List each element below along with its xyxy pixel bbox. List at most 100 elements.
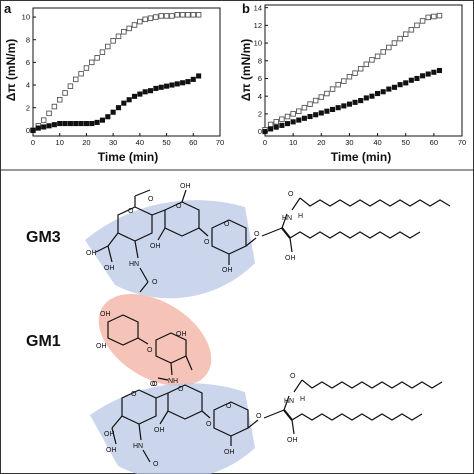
plot-frame xyxy=(32,7,221,137)
sphingosine-chain xyxy=(291,413,423,421)
y-tick-label: 14 xyxy=(254,3,262,12)
filled-square-point xyxy=(169,82,175,88)
y-tick-label: 6 xyxy=(26,58,30,67)
filled-square-point xyxy=(307,113,313,120)
atom-nh: NH xyxy=(168,378,178,385)
filled-square-point xyxy=(352,99,358,105)
atom-oh: OH xyxy=(180,183,191,190)
filled-square-point xyxy=(268,126,274,132)
filled-square-point xyxy=(164,83,170,89)
filled-square-point xyxy=(386,86,392,92)
open-square-point xyxy=(431,13,437,20)
filled-square-point xyxy=(425,71,431,77)
open-square-point xyxy=(363,61,370,68)
atom-o: O xyxy=(290,373,296,380)
filled-square-point xyxy=(62,120,68,127)
y-tick-label: 2 xyxy=(26,103,30,112)
open-square-point xyxy=(312,97,319,104)
x-tick-label: 30 xyxy=(345,138,353,147)
gm3-label: GM3 xyxy=(26,229,61,246)
sphingosine-chain xyxy=(289,231,421,239)
filled-square-point xyxy=(436,67,443,74)
x-tick-label: 50 xyxy=(162,138,170,147)
filled-square-point xyxy=(126,97,132,103)
filled-square-point xyxy=(284,121,291,127)
open-square-point xyxy=(301,104,308,111)
open-square-point xyxy=(324,90,330,97)
x-tick-label: 40 xyxy=(373,138,381,147)
open-square-point xyxy=(369,57,375,63)
atom-o: O xyxy=(256,413,262,420)
atom-o: O xyxy=(128,208,134,215)
open-square-point xyxy=(436,12,443,19)
filled-square-point xyxy=(57,120,63,127)
x-tick-label: 50 xyxy=(402,138,410,147)
open-square-point xyxy=(273,119,280,125)
open-square-point xyxy=(414,22,420,29)
fatty-acid-chain xyxy=(299,197,451,207)
open-square-point xyxy=(190,12,197,18)
filled-square-point xyxy=(67,120,73,127)
atom-o: O xyxy=(131,391,137,398)
x-tick-label: 60 xyxy=(189,138,197,147)
open-square-point xyxy=(115,33,122,40)
open-square-point xyxy=(142,16,148,23)
x-tick-label: 10 xyxy=(289,138,297,147)
filled-square-point xyxy=(158,84,164,90)
filled-square-point xyxy=(185,79,191,85)
filled-square-point xyxy=(324,108,330,114)
atom-oh: OH xyxy=(287,437,298,444)
open-square-point xyxy=(341,78,347,84)
atom-hn: HN xyxy=(284,398,294,405)
atom-o: O xyxy=(148,196,154,203)
filled-square-point xyxy=(273,124,279,130)
y-tick-label: 6 xyxy=(258,74,262,83)
open-square-point xyxy=(425,14,431,21)
atom-o: O xyxy=(153,461,159,468)
gm3-structure: GM3 O O OH OH HN O O OH OH O O OH O xyxy=(26,183,451,299)
filled-square-point xyxy=(115,105,122,111)
open-square-point xyxy=(163,13,170,19)
atom-o: O xyxy=(226,403,232,410)
atom-h: H xyxy=(300,396,305,403)
atom-oh: OH xyxy=(285,255,296,262)
open-square-point xyxy=(158,13,164,19)
filled-square-point xyxy=(89,120,95,127)
x-tick-label: 30 xyxy=(109,138,117,147)
filled-square-point xyxy=(190,76,196,82)
y-tick-label: 4 xyxy=(258,92,262,101)
open-square-point xyxy=(402,31,409,37)
filled-square-point xyxy=(341,103,347,109)
x-tick-label: 70 xyxy=(216,138,224,147)
open-square-point xyxy=(110,38,116,44)
filled-square-point xyxy=(363,95,369,101)
open-square-point xyxy=(419,18,426,24)
open-square-point xyxy=(397,35,403,42)
atom-o: O xyxy=(147,347,153,354)
filled-square-point xyxy=(30,127,36,133)
atom-oh: OH xyxy=(100,311,111,318)
filled-square-point xyxy=(318,110,324,116)
y-tick-label: 12 xyxy=(254,21,262,30)
filled-square-point xyxy=(262,129,268,135)
filled-square-point xyxy=(380,89,386,95)
open-square-point xyxy=(284,113,291,120)
atom-o: O xyxy=(178,386,184,393)
atom-o: O xyxy=(254,231,260,238)
open-square-point xyxy=(131,22,138,28)
open-square-point xyxy=(185,12,191,18)
gm1-label: GM1 xyxy=(26,333,61,350)
y-tick-label: 2 xyxy=(258,109,262,118)
open-square-point xyxy=(296,108,302,114)
open-square-point xyxy=(380,49,386,55)
open-square-point xyxy=(51,103,58,110)
filled-square-point xyxy=(110,109,116,115)
filled-square-point xyxy=(73,120,79,127)
open-square-point xyxy=(89,59,95,66)
open-square-point xyxy=(307,101,313,107)
open-square-point xyxy=(137,18,143,25)
x-tick-label: 0 xyxy=(31,138,35,147)
y-tick-label: 0 xyxy=(26,126,30,135)
fatty-acid-chain xyxy=(301,379,443,389)
atom-o: O xyxy=(204,239,210,246)
